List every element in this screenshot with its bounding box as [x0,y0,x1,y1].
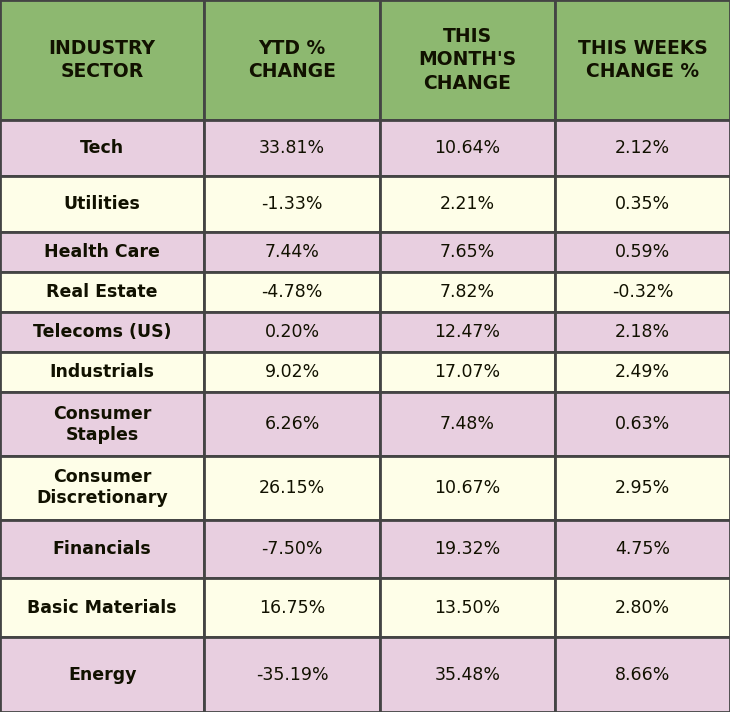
Bar [0,231,204,272]
Text: Tech: Tech [80,139,124,157]
Text: 2.21%: 2.21% [439,194,495,213]
Bar [380,520,555,578]
Bar [0,0,204,120]
Text: 2.49%: 2.49% [615,363,670,382]
Text: -7.50%: -7.50% [261,540,323,558]
Bar [204,392,380,456]
Text: 12.47%: 12.47% [434,323,500,341]
Bar [204,578,380,637]
Bar [380,0,555,120]
Bar [204,176,380,231]
Bar [555,637,730,712]
Text: INDUSTRY
SECTOR: INDUSTRY SECTOR [49,38,155,81]
Bar [0,578,204,637]
Text: YTD %
CHANGE: YTD % CHANGE [248,38,336,81]
Text: -4.78%: -4.78% [261,283,323,301]
Text: Utilities: Utilities [64,194,141,213]
Text: Energy: Energy [68,666,137,684]
Text: Consumer
Staples: Consumer Staples [53,405,151,444]
Text: 26.15%: 26.15% [259,478,325,497]
Text: 7.65%: 7.65% [439,243,495,261]
Text: -1.33%: -1.33% [261,194,323,213]
Text: 2.18%: 2.18% [615,323,670,341]
Bar [204,637,380,712]
Text: 35.48%: 35.48% [434,666,500,684]
Text: 0.35%: 0.35% [615,194,670,213]
Text: 10.67%: 10.67% [434,478,500,497]
Bar [555,231,730,272]
Text: 16.75%: 16.75% [259,599,325,617]
Text: 0.59%: 0.59% [615,243,670,261]
Bar [0,637,204,712]
Bar [204,272,380,312]
Bar [0,120,204,176]
Text: 2.12%: 2.12% [615,139,670,157]
Text: 0.20%: 0.20% [264,323,320,341]
Bar [0,312,204,352]
Text: 8.66%: 8.66% [615,666,670,684]
Bar [204,0,380,120]
Text: 2.95%: 2.95% [615,478,670,497]
Bar [380,272,555,312]
Bar [380,120,555,176]
Bar [555,352,730,392]
Bar [204,312,380,352]
Text: Consumer
Discretionary: Consumer Discretionary [36,468,168,507]
Bar [380,392,555,456]
Bar [555,456,730,520]
Bar [555,120,730,176]
Bar [555,0,730,120]
Text: Basic Materials: Basic Materials [28,599,177,617]
Text: 17.07%: 17.07% [434,363,500,382]
Text: Financials: Financials [53,540,152,558]
Bar [555,176,730,231]
Bar [380,176,555,231]
Bar [380,456,555,520]
Text: 33.81%: 33.81% [259,139,325,157]
Text: -0.32%: -0.32% [612,283,673,301]
Bar [204,231,380,272]
Text: 7.48%: 7.48% [439,415,495,433]
Text: Real Estate: Real Estate [47,283,158,301]
Text: 7.82%: 7.82% [439,283,495,301]
Text: 2.80%: 2.80% [615,599,670,617]
Text: 6.26%: 6.26% [264,415,320,433]
Bar [380,312,555,352]
Bar [0,272,204,312]
Text: Telecoms (US): Telecoms (US) [33,323,172,341]
Text: 9.02%: 9.02% [264,363,320,382]
Bar [555,578,730,637]
Bar [555,520,730,578]
Text: Health Care: Health Care [45,243,160,261]
Bar [555,312,730,352]
Bar [0,352,204,392]
Text: THIS
MONTH'S
CHANGE: THIS MONTH'S CHANGE [418,27,516,93]
Text: -35.19%: -35.19% [255,666,328,684]
Bar [380,352,555,392]
Bar [204,352,380,392]
Text: 0.63%: 0.63% [615,415,670,433]
Text: 13.50%: 13.50% [434,599,500,617]
Text: Industrials: Industrials [50,363,155,382]
Bar [0,456,204,520]
Text: 4.75%: 4.75% [615,540,670,558]
Bar [0,176,204,231]
Bar [555,392,730,456]
Text: THIS WEEKS
CHANGE %: THIS WEEKS CHANGE % [577,38,707,81]
Text: 19.32%: 19.32% [434,540,500,558]
Bar [380,578,555,637]
Bar [204,456,380,520]
Bar [555,272,730,312]
Bar [0,392,204,456]
Bar [204,520,380,578]
Bar [380,231,555,272]
Bar [380,637,555,712]
Text: 7.44%: 7.44% [264,243,320,261]
Bar [204,120,380,176]
Text: 10.64%: 10.64% [434,139,500,157]
Bar [0,520,204,578]
